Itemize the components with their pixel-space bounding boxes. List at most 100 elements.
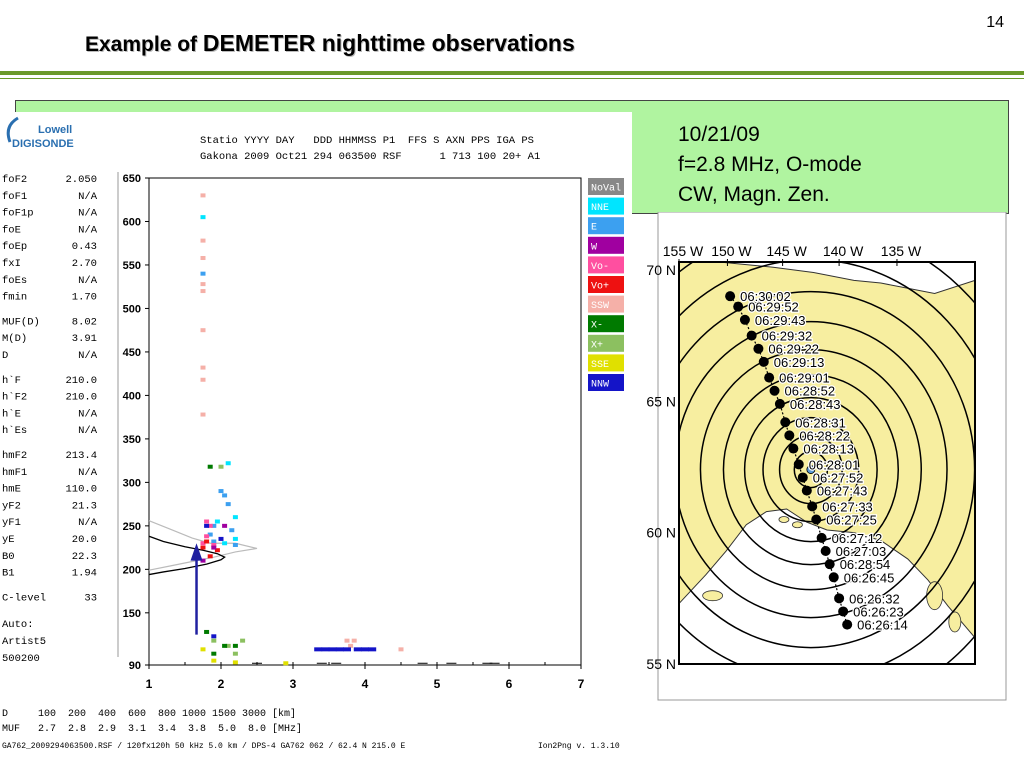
x-tick-label: 2	[218, 677, 225, 691]
track-point	[828, 572, 839, 583]
data-point-ssw	[200, 238, 206, 243]
y-tick-label: 500	[123, 303, 141, 315]
logo-bottom-text: DIGISONDE	[12, 138, 74, 150]
y-tick-label: 400	[123, 390, 141, 402]
title-main: DEMETER nighttime observations	[202, 30, 575, 56]
param-name: foF1p	[2, 208, 34, 220]
lat-label: 65 N	[646, 393, 676, 409]
slide-number: 14	[986, 14, 1004, 31]
track-time-label: 06:29:52	[748, 300, 799, 315]
data-point-e	[232, 542, 238, 547]
legend-swatch	[588, 315, 624, 333]
data-point-sse	[211, 658, 217, 663]
title-rule-thin	[0, 78, 1024, 79]
track-point	[834, 593, 845, 604]
track-point	[797, 472, 808, 483]
demeter-track-map: 06:30:02 06:29:52 06:29:43 06:29:32 06:29:22…	[628, 211, 1008, 702]
legend-label: NNW	[591, 380, 609, 391]
data-point-nnw	[361, 647, 369, 652]
data-point-nnw	[335, 647, 344, 652]
footer-version: Ion2Png v. 1.3.10	[538, 742, 620, 751]
param-value: N/A	[78, 425, 98, 437]
track-time-label: 06:28:52	[785, 384, 836, 399]
param-name: yE	[2, 534, 15, 546]
data-point-vo	[200, 541, 206, 546]
param-value: 8.02	[72, 316, 97, 328]
footer-muf-row: MUF 2.7 2.8 2.9 3.1 3.4 3.8 5.0 8.0 [MHz…	[2, 723, 302, 735]
track-time-label: 06:29:32	[762, 329, 813, 344]
range-ring	[722, 373, 900, 566]
data-point-nnw	[343, 647, 351, 652]
island	[702, 590, 724, 602]
track-point	[842, 619, 853, 630]
track-time-label: 06:28:22	[799, 428, 850, 443]
param-value: N/A	[78, 517, 98, 529]
data-point-x	[240, 638, 246, 643]
data-point-sse	[200, 647, 206, 652]
track-point	[758, 356, 769, 367]
param-name: C-level	[2, 592, 46, 604]
param-name: hmF1	[2, 467, 27, 479]
param-name: B0	[2, 551, 15, 563]
data-point-nne	[232, 536, 238, 541]
param-value: 21.3	[72, 500, 97, 512]
param-name: h`F2	[2, 391, 27, 404]
data-point-x	[222, 643, 228, 648]
y-tick-label: 450	[123, 347, 141, 359]
data-point-vo	[211, 542, 217, 547]
track-point	[774, 398, 785, 409]
track-point	[793, 459, 804, 470]
x-tick-label: 1	[146, 677, 153, 691]
data-point-vo	[207, 554, 213, 559]
track-point	[784, 430, 795, 441]
legend-swatch	[588, 374, 624, 391]
data-point-e	[207, 532, 213, 537]
lat-label: 55 N	[646, 656, 676, 672]
param-value: 210.0	[65, 392, 97, 404]
param-name: M(D)	[2, 333, 27, 345]
param-value: 213.4	[65, 450, 97, 462]
track-time-label: 06:28:54	[840, 557, 891, 572]
param-value: 3.91	[72, 333, 97, 345]
track-time-label: 06:26:32	[849, 591, 900, 606]
legend-label: X-	[591, 321, 603, 332]
param-name: MUF(D)	[2, 316, 40, 328]
param-value: 1.94	[72, 568, 97, 580]
data-point-x	[232, 643, 238, 648]
legend-swatch	[588, 236, 624, 254]
data-point-x	[218, 464, 224, 469]
x-tick-label: 6	[506, 677, 513, 691]
param-name: yF2	[2, 500, 21, 512]
track-time-label: 06:27:25	[826, 512, 877, 527]
x-tick-label: 3	[290, 677, 297, 691]
y-tick-label: 250	[123, 521, 141, 533]
y-tick-label: 350	[123, 434, 141, 446]
lon-label: 155 W	[663, 243, 704, 259]
title-prefix: Example of	[85, 33, 203, 56]
track-time-label: 06:29:13	[774, 355, 825, 370]
data-point-nnw	[328, 647, 337, 652]
lon-label: 140 W	[823, 243, 864, 259]
param-value: N/A	[78, 408, 98, 420]
data-point-ssw	[348, 643, 354, 648]
track-point	[807, 501, 818, 512]
data-point-ssw	[200, 289, 206, 294]
data-point-ssw	[200, 193, 206, 198]
data-point-e	[222, 493, 228, 498]
x-tick-label: 5	[434, 677, 441, 691]
track-time-label: 06:28:13	[803, 442, 854, 457]
data-point-nne	[200, 215, 206, 220]
track-point	[746, 330, 757, 341]
x-tick-label: 7	[578, 677, 585, 691]
y-tick-label: 650	[123, 173, 141, 185]
y-tick-label: 300	[123, 477, 141, 489]
lat-label: 60 N	[646, 525, 676, 541]
param-value: N/A	[78, 350, 98, 362]
autoscale-line: Artist5	[2, 636, 46, 648]
track-time-label: 06:28:31	[795, 415, 846, 430]
track-point	[753, 343, 764, 354]
track-time-label: 06:27:43	[817, 484, 868, 499]
param-value: N/A	[78, 224, 98, 236]
param-name: h`E	[2, 407, 21, 420]
param-name: h`Es	[2, 424, 27, 437]
